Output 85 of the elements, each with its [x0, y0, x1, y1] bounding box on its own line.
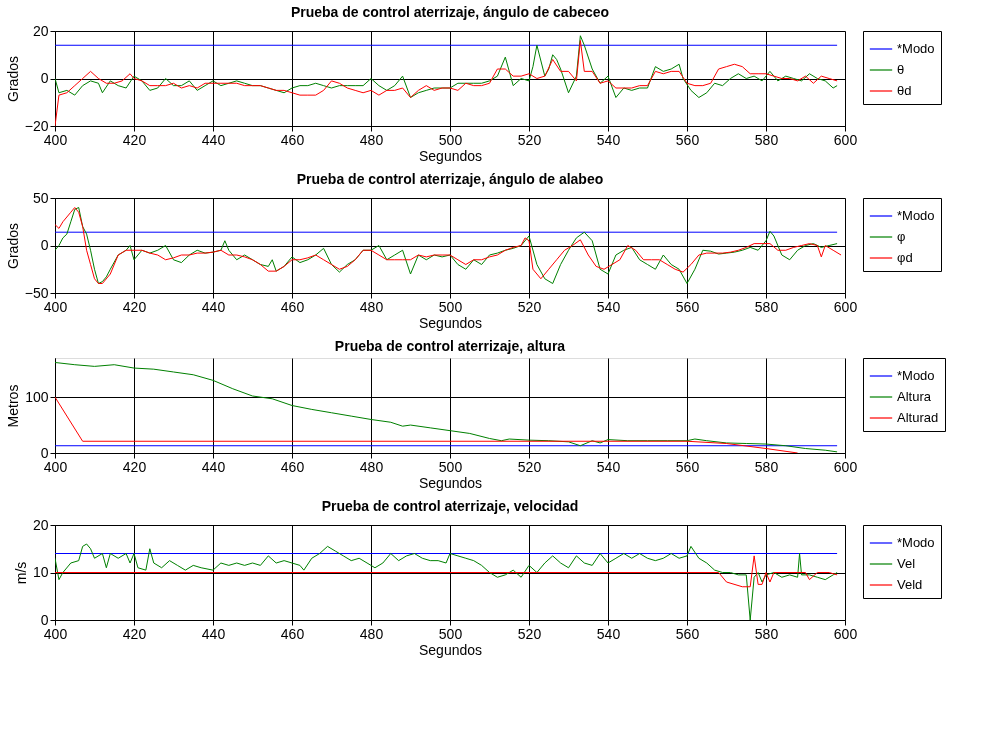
x-axis-title: Segundos [418, 314, 483, 331]
chart-title: Prueba de control aterrizaje, velocidad [321, 498, 579, 514]
x-tick-label: 460 [280, 298, 305, 315]
y-tick-label: 0 [40, 444, 49, 461]
y-tick-label: 0 [40, 237, 49, 253]
x-tick-label: 440 [201, 458, 226, 475]
x-axis-title: Segundos [418, 147, 483, 164]
y-tick-label: 0 [40, 611, 49, 628]
y-tick-label: −50 [24, 284, 49, 301]
legend-label: θd [897, 83, 912, 98]
y-tick-label: 100 [25, 388, 49, 405]
y-axis-title: Grados [4, 223, 21, 269]
legend-label: Alturad [897, 410, 939, 425]
x-tick-label: 520 [517, 458, 542, 475]
x-tick-label: 580 [754, 298, 779, 315]
x-tick-label: 460 [280, 458, 305, 475]
x-tick-label: 600 [833, 298, 858, 315]
chart-title: Prueba de control aterrizaje, altura [334, 337, 566, 354]
x-tick-label: 400 [43, 298, 68, 315]
x-axis-title: Segundos [418, 474, 483, 491]
x-tick-label: 500 [438, 458, 463, 475]
x-tick-label: 560 [675, 625, 700, 642]
x-tick-label: 520 [517, 131, 542, 148]
x-tick-label: 600 [833, 625, 858, 642]
x-tick-label: 600 [833, 131, 858, 148]
x-tick-label: 580 [754, 625, 779, 642]
y-tick-label: 20 [32, 22, 49, 39]
y-axis-title: m/s [12, 561, 29, 585]
chart-title: Prueba de control aterrizaje, ángulo de cabeceo [290, 4, 610, 20]
x-tick-label: 420 [122, 298, 147, 315]
line-series [55, 361, 838, 453]
x-tick-label: 400 [43, 625, 68, 642]
x-tick-label: 480 [359, 625, 384, 642]
x-tick-label: 400 [43, 458, 68, 475]
y-tick-label: 0 [40, 70, 49, 86]
legend-label: Veld [897, 577, 923, 592]
x-tick-label: 580 [754, 458, 779, 475]
x-tick-label: 560 [675, 458, 700, 475]
legend-label: *Modo [897, 208, 935, 223]
x-tick-label: 460 [280, 625, 305, 642]
x-tick-label: 480 [359, 131, 384, 148]
x-tick-label: 520 [517, 298, 542, 315]
y-tick-label: 10 [32, 564, 49, 580]
legend-label: θ [897, 62, 905, 77]
x-tick-label: 400 [43, 131, 68, 148]
x-tick-label: 540 [596, 298, 621, 315]
legend-label: *Modo [897, 535, 935, 550]
legend-label: φd [897, 250, 913, 265]
x-tick-label: 480 [359, 298, 384, 315]
x-tick-label: 480 [359, 458, 384, 475]
x-tick-label: 560 [675, 298, 700, 315]
x-tick-label: 420 [122, 458, 147, 475]
x-tick-label: 440 [201, 131, 226, 148]
x-tick-label: 440 [201, 298, 226, 315]
legend-label: Vel [897, 556, 916, 571]
y-axis-title: Metros [5, 384, 22, 428]
legend-label: Altura [897, 389, 932, 404]
line-series [55, 543, 838, 620]
x-tick-label: 500 [438, 131, 463, 148]
y-axis-title: Grados [4, 56, 21, 102]
chart-title: Prueba de control aterrizaje, ángulo de alabeo [296, 171, 604, 187]
x-tick-label: 540 [596, 131, 621, 148]
line-series [55, 40, 838, 126]
x-tick-label: 460 [280, 131, 305, 148]
line-series [55, 396, 799, 453]
legend-label: *Modo [897, 368, 935, 383]
legend-label: φ [897, 229, 906, 244]
x-axis-title: Segundos [418, 641, 483, 658]
legend-label: *Modo [897, 41, 935, 56]
x-tick-label: 560 [675, 131, 700, 148]
line-series [55, 35, 838, 98]
x-tick-label: 500 [438, 625, 463, 642]
x-tick-label: 500 [438, 298, 463, 315]
y-tick-label: 20 [32, 516, 49, 533]
x-tick-label: 540 [596, 458, 621, 475]
x-tick-label: 420 [122, 131, 147, 148]
x-tick-label: 540 [596, 625, 621, 642]
line-series [55, 555, 838, 588]
y-tick-label: 50 [32, 189, 49, 206]
y-tick-label: −20 [24, 117, 49, 134]
x-tick-label: 580 [754, 131, 779, 148]
x-tick-label: 440 [201, 625, 226, 642]
x-tick-label: 520 [517, 625, 542, 642]
x-tick-label: 420 [122, 625, 147, 642]
x-tick-label: 600 [833, 458, 858, 475]
